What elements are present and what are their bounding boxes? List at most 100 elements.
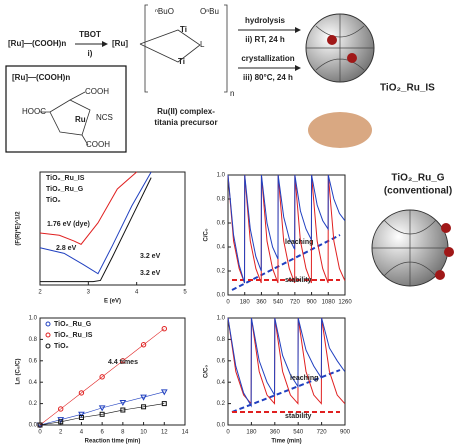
series-line [228, 318, 345, 406]
legend-entry: TiO₂_Ru_IS [54, 332, 93, 339]
y-tick-label: 0.4 [217, 245, 226, 251]
x-tick-label: 180 [246, 430, 257, 436]
y-tick-label: 0.6 [217, 221, 226, 227]
x-tick-label: 180 [240, 300, 251, 306]
y-tick-label: 1.0 [217, 316, 226, 322]
group-label: COOH [85, 87, 109, 96]
dye [441, 223, 451, 233]
x-tick-label: 14 [182, 430, 189, 436]
y-tick-label: 0.6 [217, 358, 226, 364]
x-tick-label: 720 [290, 300, 301, 306]
y-axis-label: C/C₀ [204, 365, 210, 378]
legend-entry: TiO₂_Ru_G [54, 321, 92, 328]
y-axis-label: C/C₀ [204, 228, 210, 241]
trend-arrow [232, 370, 340, 412]
legend-marker [46, 333, 50, 337]
n-label: n [230, 89, 234, 98]
x-axis-label: E (eV) [104, 299, 121, 305]
annotation: 1.76 eV (dye) [47, 221, 90, 228]
legend-marker [46, 322, 50, 326]
dye [444, 247, 454, 257]
y-axis-label: (F(R)*E)^1/2 [16, 211, 22, 246]
legend-entry: TiO₂_Ru_IS [46, 175, 85, 182]
legend-marker [46, 344, 50, 348]
y-tick-label: 0.0 [217, 293, 226, 299]
product-label: TiO₂_Ru_IS [380, 83, 435, 94]
annotation: leaching [290, 375, 318, 382]
x-tick-label: 900 [307, 300, 318, 306]
y-tick-label: 0.8 [217, 337, 226, 343]
step-label: i) [88, 49, 93, 58]
annotation: 4.4 times [108, 359, 138, 366]
annotation: stability [285, 413, 312, 420]
y-tick-label: 0.2 [217, 401, 226, 407]
y-tick-label: 0.2 [29, 401, 38, 407]
x-axis-label: Reaction time (min) [85, 439, 141, 444]
group-label: COOH [86, 140, 110, 149]
ligand-label: L [200, 40, 205, 49]
ligand-label: ⁿBuO [155, 7, 174, 16]
legend-entry: TiO₂ [46, 197, 61, 204]
ligand-label: OⁿBu [200, 7, 219, 16]
x-tick-label: 0 [38, 430, 42, 436]
metal-label: Ru [75, 115, 86, 124]
y-tick-label: 0.8 [217, 197, 226, 203]
figure: [Ru]—(COOH)n TBOT i) [Ru] ⁿBuO OⁿBu Ti L… [0, 0, 467, 444]
y-tick-label: 0.6 [29, 358, 38, 364]
dye [347, 53, 357, 63]
ti-label: Ti [180, 25, 187, 34]
x-tick-label: 1080 [322, 300, 336, 306]
reagent: TBOT [79, 30, 101, 39]
plot-frame [228, 318, 345, 425]
series-line [40, 172, 137, 244]
reactant: [Ru]—(COOH)n [8, 39, 66, 48]
y-tick-label: 0.0 [29, 423, 38, 429]
group-label: NCS [96, 113, 113, 122]
x-tick-label: 4 [135, 290, 139, 296]
x-tick-label: 12 [161, 430, 168, 436]
precursor-label: titania precursor [154, 118, 217, 127]
x-tick-label: 2 [59, 430, 63, 436]
conventional-label: TiO₂_Ru_G [391, 173, 444, 184]
x-tick-label: 540 [293, 430, 304, 436]
x-tick-label: 5 [183, 290, 187, 296]
annotation: 3.2 eV [140, 253, 161, 260]
conventional-label: (conventional) [384, 186, 452, 197]
structure [140, 5, 227, 92]
annotation: 3.2 eV [140, 270, 161, 277]
y-tick-label: 0.0 [217, 423, 226, 429]
x-tick-label: 360 [256, 300, 267, 306]
x-tick-label: 0 [226, 430, 230, 436]
x-axis-label: Time (min) [271, 439, 301, 444]
y-tick-label: 1.0 [29, 316, 38, 322]
x-tick-label: 900 [340, 430, 351, 436]
step-label: iii) 80°C, 24 h [243, 73, 293, 82]
annotation: leaching [285, 239, 313, 246]
precursor-label: Ru(II) complex- [157, 107, 215, 116]
x-tick-label: 1260 [338, 300, 352, 306]
annotation: 2.8 eV [56, 245, 77, 252]
step-label: hydrolysis [245, 16, 286, 25]
powder-photo [308, 112, 372, 148]
x-tick-label: 3 [87, 290, 91, 296]
x-tick-label: 2 [38, 290, 42, 296]
y-axis-label: Ln (C₀/C) [16, 358, 22, 384]
x-tick-label: 720 [317, 430, 328, 436]
dye [327, 35, 337, 45]
legend-entry: TiO₂_Ru_G [46, 186, 84, 193]
dye [435, 270, 445, 280]
series-line [40, 178, 151, 282]
x-tick-label: 540 [273, 300, 284, 306]
x-tick-label: 4 [80, 430, 84, 436]
y-tick-label: 0.4 [29, 380, 38, 386]
y-tick-label: 0.4 [217, 380, 226, 386]
x-tick-label: 6 [100, 430, 104, 436]
x-tick-label: 8 [121, 430, 125, 436]
legend-entry: TiO₂ [54, 343, 69, 350]
annotation: stability [285, 277, 312, 284]
ru-label: [Ru] [112, 39, 128, 48]
step-label: ii) RT, 24 h [245, 35, 285, 44]
x-tick-label: 10 [140, 430, 147, 436]
step-label: crystallization [241, 54, 294, 63]
y-tick-label: 1.0 [217, 173, 226, 179]
